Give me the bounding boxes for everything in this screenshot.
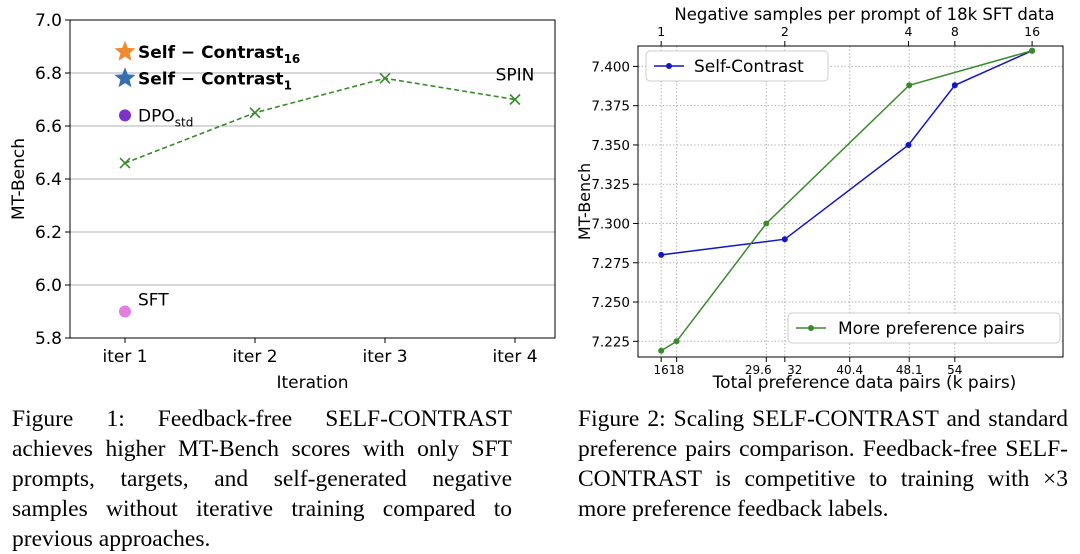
series-point bbox=[906, 82, 913, 89]
series-point bbox=[905, 141, 912, 148]
y-axis-label: MT-Bench bbox=[575, 163, 594, 240]
series-point bbox=[1029, 47, 1036, 54]
spin-point bbox=[249, 107, 261, 119]
top-tick-label: 2 bbox=[781, 24, 789, 39]
legend-label: More preference pairs bbox=[838, 319, 1025, 339]
x-axis-label: Total preference data pairs (k pairs) bbox=[712, 373, 1017, 393]
y-tick-label: 7.300 bbox=[591, 216, 630, 232]
x-tick-label: iter 1 bbox=[102, 347, 147, 367]
star-marker bbox=[114, 67, 136, 88]
series-point bbox=[658, 251, 665, 258]
x-tick-label: 18 bbox=[669, 363, 684, 377]
spin-point bbox=[119, 157, 131, 169]
plot-frame bbox=[69, 19, 556, 339]
point-label-text: SFT bbox=[138, 291, 169, 311]
x-tick-label: 29.6 bbox=[745, 363, 772, 377]
figure-1-caption: Figure 1: Feedback-free SELF-CONTRAST ac… bbox=[12, 406, 512, 552]
point-label-subscript: 16 bbox=[284, 52, 301, 66]
y-tick-label: 6.0 bbox=[35, 276, 62, 296]
y-tick-label: 7.375 bbox=[591, 99, 630, 115]
chart-title: Negative samples per prompt of 18k SFT d… bbox=[674, 5, 1054, 24]
spin-marker-stroke bbox=[249, 107, 261, 119]
figure-2-caption: Figure 2: Scaling SELF-CONTRAST and stan… bbox=[578, 406, 1068, 522]
legend-box bbox=[645, 50, 829, 82]
y-tick-label: 6.4 bbox=[35, 170, 62, 190]
x-tick-label: 32 bbox=[787, 363, 802, 377]
spin-line bbox=[124, 77, 516, 164]
legend-label: Self-Contrast bbox=[694, 57, 804, 77]
legend-box bbox=[787, 312, 1061, 344]
x-tick-label: iter 3 bbox=[362, 347, 407, 367]
x-tick-label: 48.1 bbox=[896, 363, 923, 377]
x-tick-label: 16 bbox=[654, 363, 669, 377]
star-marker bbox=[114, 40, 136, 61]
series-point bbox=[951, 82, 958, 89]
spin-marker-stroke bbox=[119, 157, 131, 169]
y-tick-label: 7.275 bbox=[591, 256, 630, 272]
y-tick-label: 5.8 bbox=[35, 329, 62, 349]
series-point bbox=[763, 220, 770, 227]
top-tick-label: 1 bbox=[657, 24, 665, 39]
y-tick-label: 6.8 bbox=[35, 64, 62, 84]
figure-2-chart: 7.225 7.250 7.275 7.300 7.325 7.350 7.375 7.400… bbox=[575, 5, 1064, 393]
y-tick-label: 7.400 bbox=[591, 59, 630, 75]
y-tick-label: 7.0 bbox=[35, 11, 62, 31]
x-tick-label: 54 bbox=[947, 363, 962, 377]
point-label-subscript: std bbox=[175, 115, 194, 129]
series-point bbox=[673, 338, 680, 345]
top-tick-label: 4 bbox=[904, 24, 912, 39]
legend-swatch-point bbox=[666, 63, 672, 69]
y-tick-label: 6.6 bbox=[35, 117, 62, 137]
point-label-subscript: 1 bbox=[284, 78, 292, 92]
spin-marker-stroke bbox=[509, 93, 521, 106]
spin-point bbox=[379, 72, 391, 84]
spin-point bbox=[509, 93, 521, 106]
circle-marker bbox=[119, 305, 131, 318]
point-label: Self − Contrast1 bbox=[138, 69, 292, 92]
circle-marker bbox=[119, 109, 131, 122]
series-point bbox=[658, 347, 665, 354]
y-tick-label: 6.2 bbox=[35, 223, 62, 243]
legend-swatch-point bbox=[808, 325, 814, 331]
point-label: SFT bbox=[138, 291, 169, 311]
x-tick-label: 40.4 bbox=[836, 363, 863, 377]
legend-more-preference-pairs: More preference pairs bbox=[787, 312, 1061, 344]
y-tick-label: 7.350 bbox=[591, 138, 630, 154]
top-tick-label: 16 bbox=[1024, 24, 1040, 39]
point-label-text: DPO bbox=[138, 106, 175, 126]
x-tick-label: iter 4 bbox=[492, 347, 537, 367]
point-label-text: Self − Contrast bbox=[138, 69, 284, 89]
top-tick-label: 8 bbox=[951, 24, 959, 39]
y-tick-label: 7.225 bbox=[591, 334, 630, 350]
y-tick-label: 7.250 bbox=[591, 295, 630, 311]
y-tick-label: 7.325 bbox=[591, 177, 630, 193]
x-axis-label: Iteration bbox=[276, 373, 348, 393]
plot-frame bbox=[637, 45, 1064, 358]
point-label: Self − Contrast16 bbox=[138, 43, 300, 66]
spin-marker-stroke bbox=[379, 72, 391, 84]
point-label: DPOstd bbox=[138, 106, 193, 129]
spin-label: SPIN bbox=[496, 66, 535, 86]
x-tick-label: iter 2 bbox=[232, 347, 277, 367]
legend-self-contrast: Self-Contrast bbox=[645, 50, 829, 82]
series-line bbox=[660, 49, 1033, 352]
y-axis-label: MT-Bench bbox=[9, 138, 29, 220]
series-point bbox=[781, 236, 788, 243]
figure-1-chart: 5.8 6.0 6.2 6.4 6.6 6.8 7.0 iter 1 iter 2 iter 3 i… bbox=[9, 11, 556, 393]
point-label-text: Self − Contrast bbox=[138, 43, 284, 63]
